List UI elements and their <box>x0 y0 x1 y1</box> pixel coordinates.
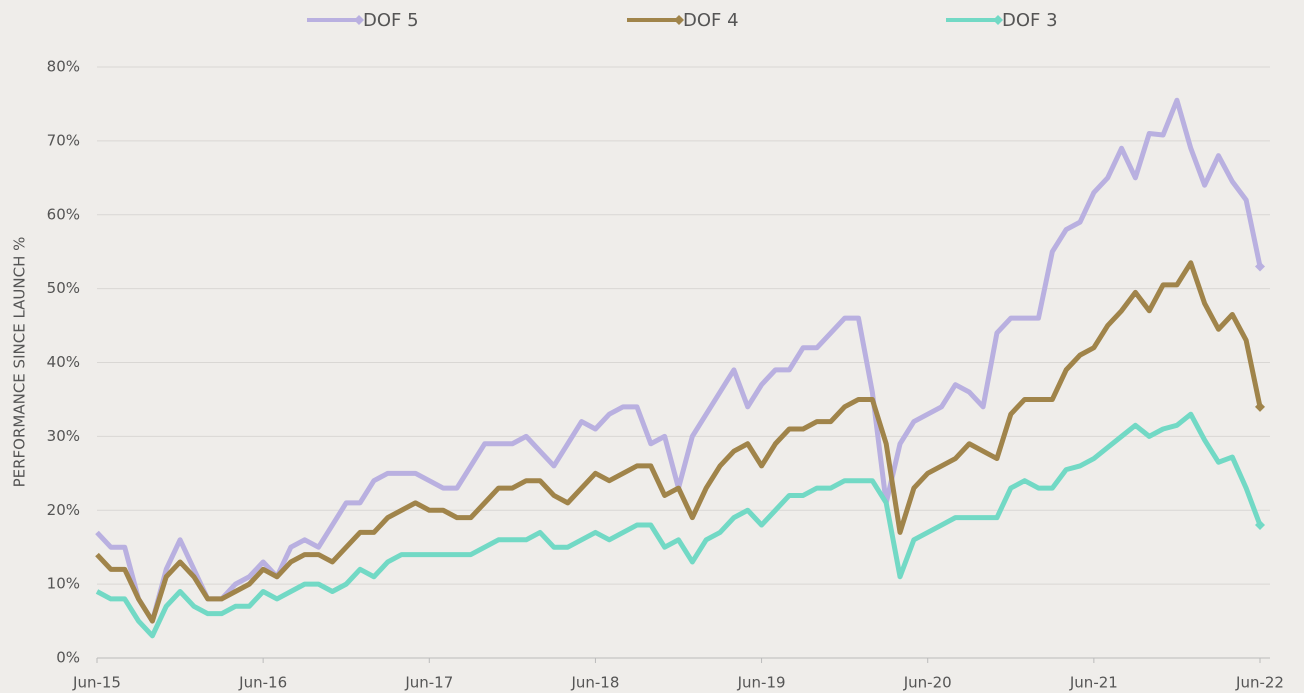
y-tick-label: 30% <box>47 427 80 445</box>
series-line <box>95 411 1263 639</box>
y-tick-label: 40% <box>47 353 80 371</box>
legend-marker <box>674 15 684 25</box>
end-marker <box>1255 520 1265 531</box>
y-tick-label: 20% <box>47 501 80 519</box>
legend-label: DOF 3 <box>1002 10 1058 31</box>
legend-marker <box>354 15 364 25</box>
y-tick-label: 50% <box>47 279 80 297</box>
y-tick-label: 70% <box>47 131 80 149</box>
x-tick-label: Jun-19 <box>737 674 786 692</box>
legend-marker <box>993 15 1003 25</box>
y-tick-label: 60% <box>47 205 80 223</box>
series-line <box>95 260 1263 624</box>
legend-label: DOF 5 <box>363 10 419 31</box>
y-tick-label: 0% <box>56 649 80 667</box>
end-marker <box>1255 401 1265 412</box>
y-axis-label: PERFORMANCE SINCE LAUNCH % <box>11 237 29 488</box>
y-tick-label: 10% <box>47 575 80 593</box>
end-marker <box>1255 261 1265 272</box>
y-tick-label: 80% <box>47 58 80 76</box>
x-tick-label: Jun-15 <box>72 674 121 692</box>
x-tick-label: Jun-20 <box>903 674 952 692</box>
x-tick-label: Jun-22 <box>1235 674 1284 692</box>
x-tick-label: Jun-18 <box>570 674 619 692</box>
x-tick-label: Jun-16 <box>238 674 287 692</box>
x-tick-label: Jun-21 <box>1069 674 1118 692</box>
legend-label: DOF 4 <box>683 10 739 31</box>
x-tick-label: Jun-17 <box>404 674 453 692</box>
